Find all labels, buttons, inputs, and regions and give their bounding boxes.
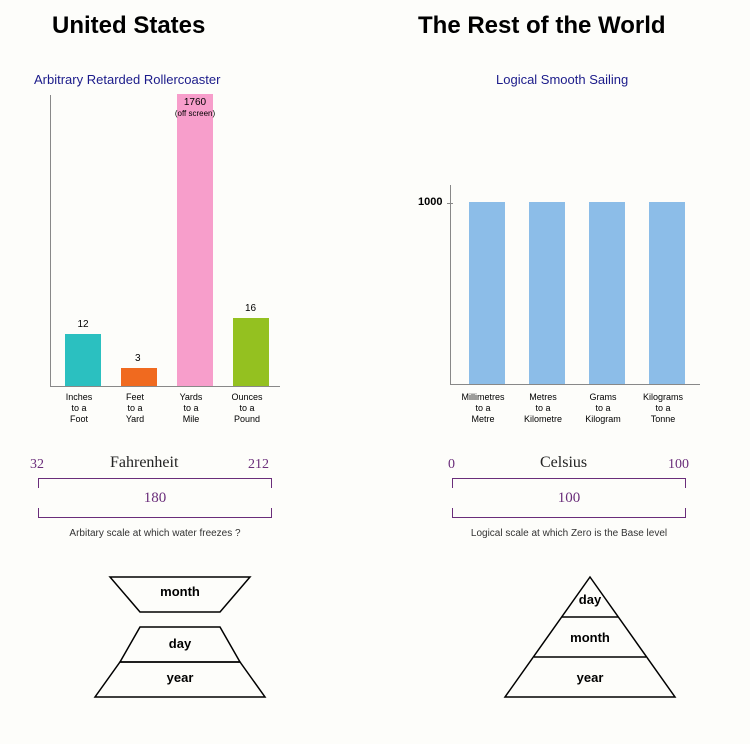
left-bar-yards: [177, 94, 213, 386]
left-xcat-1: Feetto aYard: [111, 392, 159, 424]
right-bar-1: [529, 202, 565, 384]
infographic-root: { "background_color": "#fdfdfa", "left":…: [0, 0, 750, 744]
left-bar-inches-value: 12: [77, 319, 89, 330]
right-xcat-1: Metresto aKilometre: [515, 392, 571, 424]
left-bar-feet: [121, 368, 157, 386]
right-temp-name: Celsius: [540, 454, 587, 472]
left-temp-high: 212: [248, 457, 269, 473]
right-temp-low: 0: [448, 457, 455, 473]
left-temp-name: Fahrenheit: [110, 454, 178, 472]
right-temp-bracket-bottom: [452, 508, 686, 518]
left-column-title: United States: [52, 12, 205, 40]
right-temp-range: 100: [452, 490, 686, 507]
left-bar-inches: [65, 334, 101, 386]
left-temp-caption: Arbitary scale at which water freezes ?: [38, 528, 272, 539]
right-pyr-seg-2: year: [490, 670, 690, 685]
right-xcat-3: Kilogramsto aTonne: [635, 392, 691, 424]
left-temp-bracket-top: [38, 478, 272, 488]
right-bar-2: [589, 202, 625, 384]
right-ytick: [447, 203, 453, 204]
left-bar-ounces: [233, 318, 269, 386]
right-xcat-0: Millimetresto aMetre: [455, 392, 511, 424]
right-pyr-seg-0: day: [490, 592, 690, 607]
right-xcat-2: Gramsto aKilogram: [575, 392, 631, 424]
left-chart-title: Arbitrary Retarded Rollercoaster: [34, 72, 220, 87]
right-chart-title: Logical Smooth Sailing: [496, 72, 628, 87]
left-bar-offscreen-note: (off screen): [169, 109, 221, 118]
right-temp-caption: Logical scale at which Zero is the Base …: [452, 528, 686, 539]
right-temp-high: 100: [668, 457, 689, 473]
left-bar-ounces-value: 16: [245, 303, 256, 314]
right-bar-3: [649, 202, 685, 384]
right-pyr-seg-1: month: [490, 630, 690, 645]
left-pyr-seg-2: year: [80, 670, 280, 685]
right-ylabel: 1000: [418, 196, 442, 208]
left-temp-low: 32: [30, 457, 44, 473]
right-chart-axes: [450, 185, 700, 385]
right-temp-bracket-top: [452, 478, 686, 488]
left-pyr-seg-1: day: [80, 636, 280, 651]
left-bar-yards-value: 1760: [181, 97, 209, 108]
right-bar-0: [469, 202, 505, 384]
left-temp-range: 180: [38, 490, 272, 507]
left-temp-bracket-bottom: [38, 508, 272, 518]
left-bar-feet-value: 3: [135, 353, 141, 364]
left-chart-axes: 12 3 1760 (off screen) 16: [50, 95, 280, 387]
left-xcat-0: Inchesto aFoot: [55, 392, 103, 424]
left-xcat-3: Ouncesto aPound: [223, 392, 271, 424]
left-pyr-seg-0: month: [80, 584, 280, 599]
right-column-title: The Rest of the World: [418, 12, 666, 40]
left-xcat-2: Yardsto aMile: [167, 392, 215, 424]
